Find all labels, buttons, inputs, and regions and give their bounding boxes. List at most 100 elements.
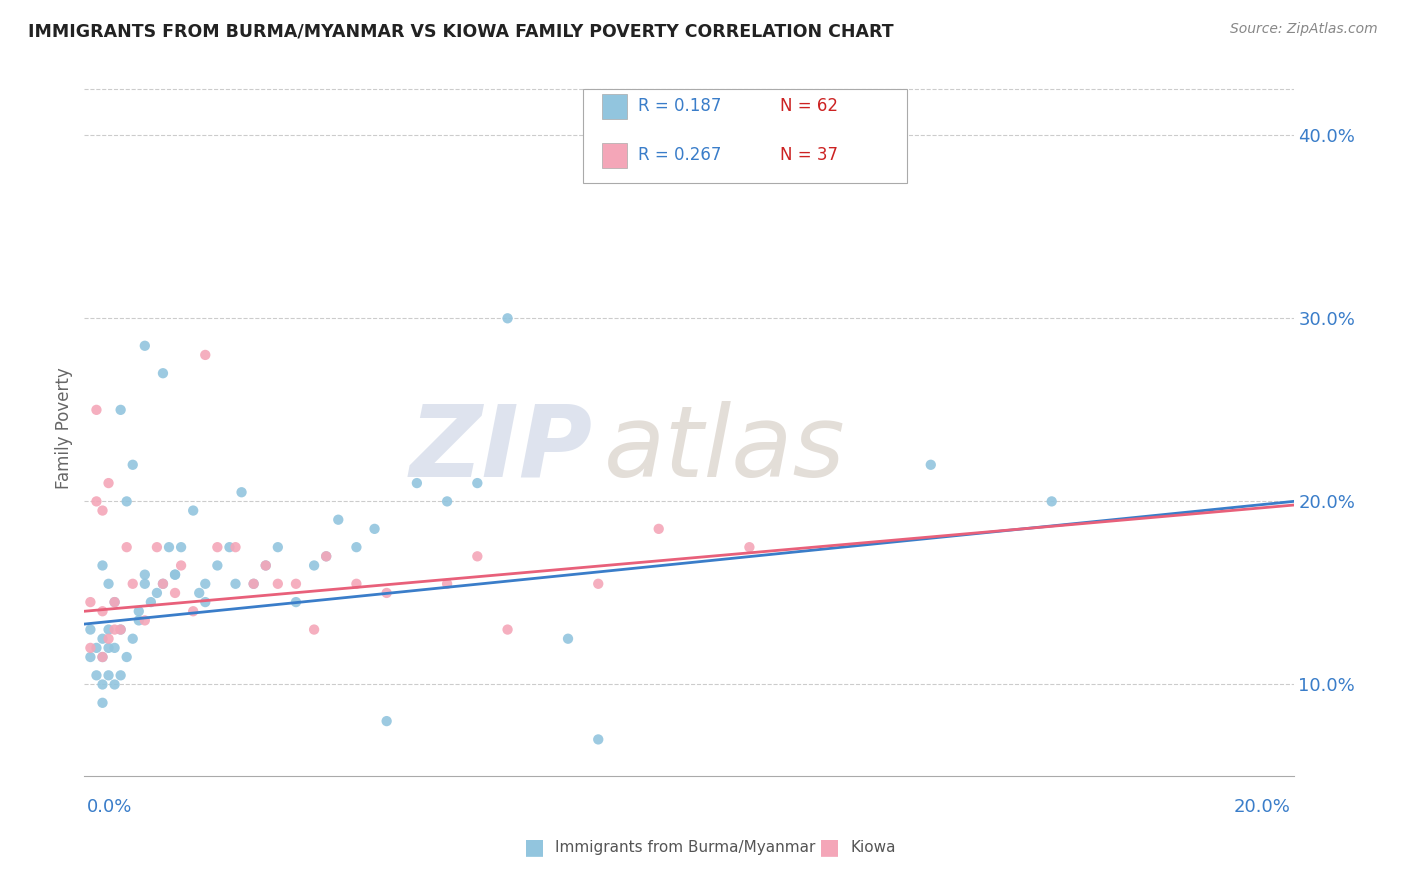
Point (86, 494, 108, 508)
Point (315, 549, 337, 564)
Point (231, 485, 253, 500)
Point (194, 595, 217, 609)
Point (134, 567, 156, 582)
Point (181, 503, 204, 517)
Point (146, 586, 169, 600)
Point (104, 595, 127, 609)
Point (254, 558, 277, 573)
Text: Kiowa: Kiowa (851, 840, 896, 855)
Point (97, 640, 120, 655)
Point (375, 586, 398, 600)
Point (165, 567, 187, 582)
Text: atlas: atlas (605, 401, 846, 498)
Point (91, 650, 114, 665)
Text: 0.0%: 0.0% (87, 798, 132, 816)
Point (467, 549, 489, 564)
Text: Source: ZipAtlas.com: Source: ZipAtlas.com (1230, 22, 1378, 37)
Point (496, 623, 519, 637)
Point (79, 650, 101, 665)
Point (152, 366, 174, 380)
Point (467, 476, 489, 491)
Point (86, 402, 108, 417)
Point (242, 576, 264, 591)
Point (97, 576, 120, 591)
Point (267, 540, 290, 554)
Point (110, 623, 132, 637)
Text: N = 62: N = 62 (780, 97, 838, 115)
Text: IMMIGRANTS FROM BURMA/MYANMAR VS KIOWA FAMILY POVERTY CORRELATION CHART: IMMIGRANTS FROM BURMA/MYANMAR VS KIOWA F… (28, 22, 894, 40)
Point (121, 458, 143, 472)
Point (110, 668, 132, 682)
Point (165, 567, 187, 582)
Point (97, 476, 120, 491)
Point (346, 540, 368, 554)
Point (97, 623, 120, 637)
Point (152, 576, 174, 591)
Text: R = 0.267: R = 0.267 (638, 146, 721, 164)
Point (104, 623, 127, 637)
Point (115, 650, 138, 665)
Text: Immigrants from Burma/Myanmar: Immigrants from Burma/Myanmar (555, 840, 815, 855)
Point (97, 668, 120, 682)
Point (285, 576, 308, 591)
Point (91, 650, 114, 665)
Text: R = 0.187: R = 0.187 (638, 97, 721, 115)
Point (557, 632, 579, 646)
Point (375, 714, 398, 728)
Point (920, 458, 942, 472)
Point (134, 614, 156, 628)
Point (79, 595, 101, 609)
Point (194, 348, 217, 362)
Point (91, 604, 114, 618)
Point (225, 540, 247, 554)
Point (121, 632, 143, 646)
Point (406, 476, 429, 491)
Point (134, 339, 156, 353)
Point (146, 540, 169, 554)
Point (254, 558, 277, 573)
Point (104, 595, 127, 609)
Point (181, 604, 204, 618)
Point (91, 632, 114, 646)
Text: N = 37: N = 37 (780, 146, 838, 164)
Point (157, 540, 180, 554)
Point (134, 576, 156, 591)
Point (1040, 494, 1063, 508)
Point (315, 549, 337, 564)
Point (218, 540, 240, 554)
Point (165, 586, 187, 600)
Point (79, 640, 101, 655)
Y-axis label: Family Poverty: Family Poverty (55, 368, 73, 489)
Point (139, 595, 162, 609)
Point (128, 614, 150, 628)
Point (91, 696, 114, 710)
Point (328, 513, 350, 527)
Point (267, 576, 290, 591)
Point (302, 623, 325, 637)
Point (79, 623, 101, 637)
Point (170, 558, 193, 573)
Point (496, 311, 519, 326)
Point (152, 576, 174, 591)
Point (110, 402, 132, 417)
Point (115, 494, 138, 508)
Text: ■: ■ (524, 838, 544, 857)
Point (346, 576, 368, 591)
Point (194, 576, 217, 591)
Point (588, 732, 610, 747)
Point (588, 576, 610, 591)
Point (648, 522, 671, 536)
Point (242, 576, 264, 591)
Point (302, 558, 325, 573)
Point (363, 522, 385, 536)
Point (436, 576, 458, 591)
Text: ■: ■ (820, 838, 839, 857)
Point (436, 494, 458, 508)
Point (104, 677, 127, 691)
Point (738, 540, 761, 554)
Point (128, 604, 150, 618)
Point (225, 576, 247, 591)
Point (97, 632, 120, 646)
Point (91, 558, 114, 573)
Point (121, 576, 143, 591)
